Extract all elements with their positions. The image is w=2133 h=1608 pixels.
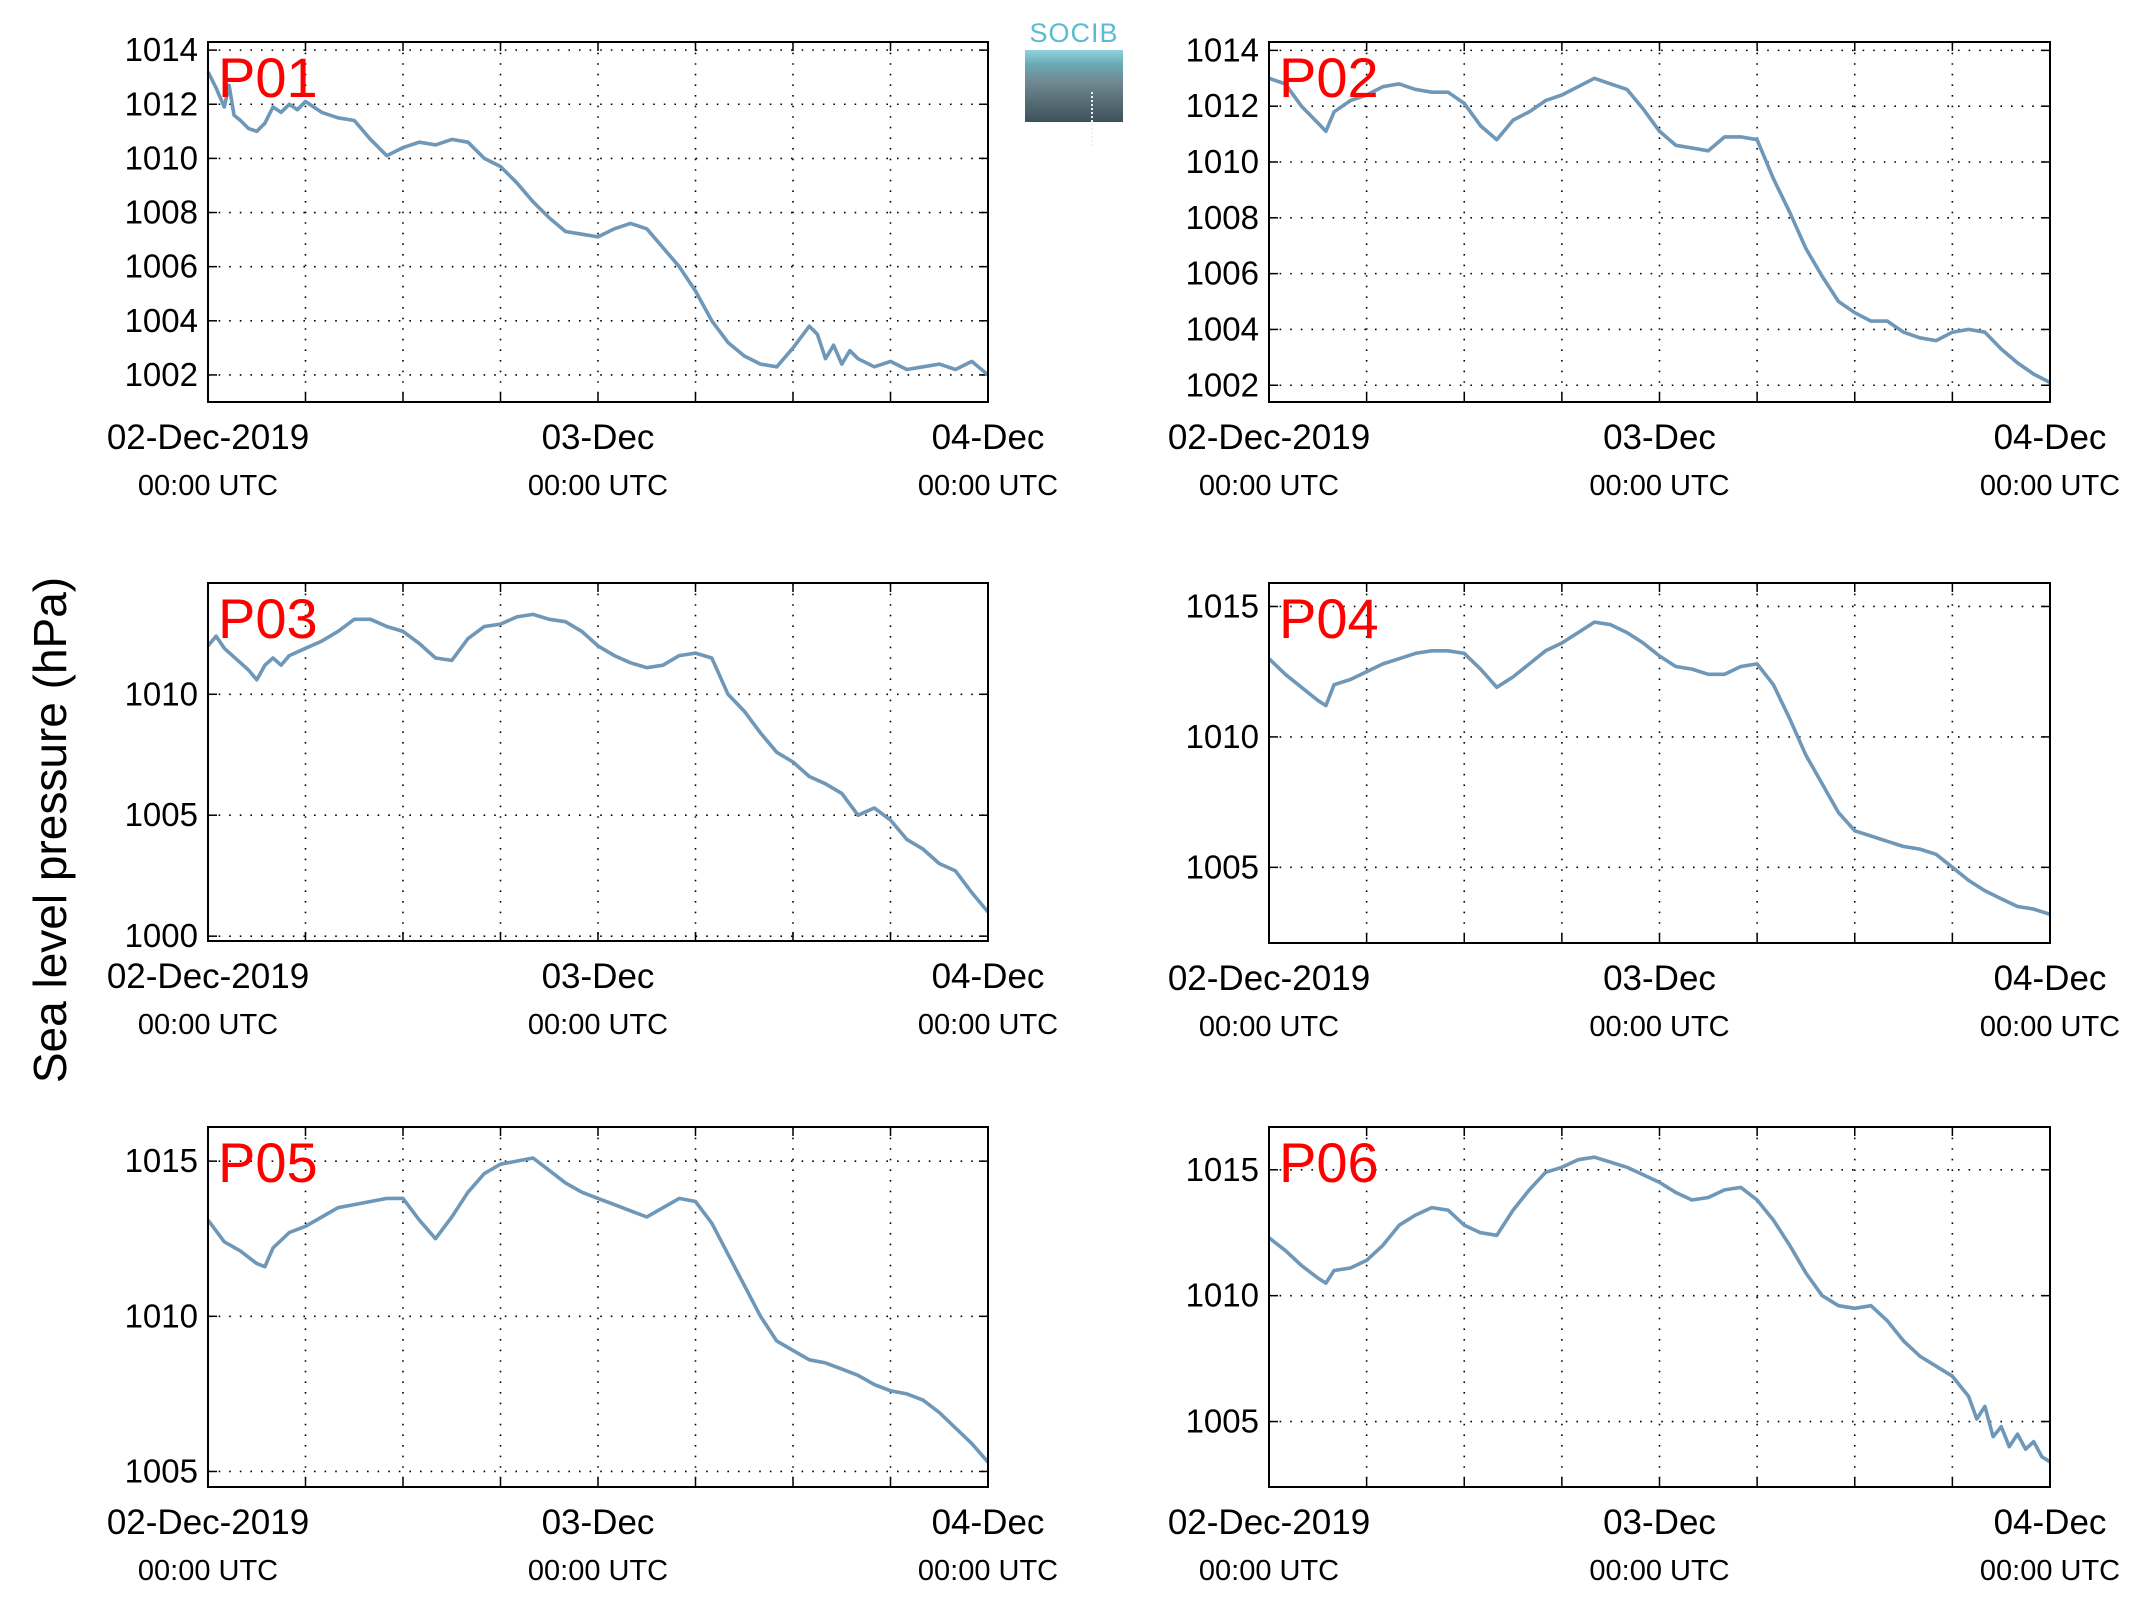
y-tick-label: 1015 — [125, 1142, 198, 1179]
series-line-P04 — [1267, 620, 2051, 917]
plot-area — [1269, 583, 2050, 943]
panel-label-P03: P03 — [218, 587, 318, 650]
series-line-P05 — [206, 1156, 990, 1464]
x-tick-label-time: 00:00 UTC — [1589, 1555, 1729, 1587]
y-tick-label: 1006 — [125, 248, 198, 285]
y-tick-label: 1015 — [1186, 587, 1259, 624]
chart-panel-P05: 1005 1010 1015 02-Dec-2019 00:00 UTC 03-Dec 00… — [107, 1126, 1058, 1587]
chart-panel-P04: 1005 1010 1015 02-Dec-2019 00:00 UTC 03-Dec 00… — [1168, 582, 2120, 1043]
socib-logo-dots — [1091, 92, 1095, 146]
x-tick-label-time: 00:00 UTC — [1980, 1011, 2120, 1043]
y-tick-label: 1012 — [125, 85, 198, 122]
x-tick-label-time: 00:00 UTC — [1199, 1555, 1339, 1587]
x-tick-label-date: 02-Dec-2019 — [107, 957, 309, 996]
y-tick-label: 1006 — [1186, 255, 1259, 292]
x-tick-label-time: 00:00 UTC — [1199, 470, 1339, 502]
y-axis-label: Sea level pressure (hPa) — [24, 577, 76, 1083]
x-tick-label-time: 00:00 UTC — [1980, 470, 2120, 502]
series-line-P01 — [206, 70, 990, 377]
y-tick-label: 1010 — [125, 139, 198, 176]
x-tick-label-date: 04-Dec — [932, 957, 1045, 996]
x-tick-label-date: 03-Dec — [1603, 418, 1716, 457]
x-tick-label-time: 00:00 UTC — [138, 1555, 278, 1587]
chart-panel-P06: 1005 1010 1015 02-Dec-2019 00:00 UTC 03-Dec 00… — [1168, 1126, 2120, 1587]
y-tick-label: 1002 — [1186, 366, 1259, 403]
x-tick-label-date: 02-Dec-2019 — [107, 418, 309, 457]
y-tick-label: 1008 — [1186, 199, 1259, 236]
y-tick-label: 1005 — [1186, 1403, 1259, 1440]
x-tick-label-date: 04-Dec — [932, 1503, 1045, 1542]
chart-panel-P03: 1000 1005 1010 02-Dec-2019 00:00 UTC 03-Dec 00… — [107, 582, 1058, 1041]
y-tick-label: 1012 — [1186, 87, 1259, 124]
x-tick-label-date: 04-Dec — [1994, 959, 2107, 998]
axes-frame — [207, 582, 989, 942]
x-tick-label-time: 00:00 UTC — [528, 1555, 668, 1587]
socib-logo: SOCIB — [1025, 18, 1123, 146]
x-tick-label-time: 00:00 UTC — [138, 1009, 278, 1041]
y-tick-label: 1005 — [125, 1452, 198, 1489]
x-tick-label-time: 00:00 UTC — [918, 470, 1058, 502]
plot-area — [208, 1127, 988, 1487]
socib-logo-text: SOCIB — [1029, 18, 1119, 48]
panel-label-P06: P06 — [1279, 1131, 1379, 1194]
x-tick-label-time: 00:00 UTC — [1980, 1555, 2120, 1587]
x-tick-label-time: 00:00 UTC — [138, 470, 278, 502]
x-tick-label-date: 02-Dec-2019 — [107, 1503, 309, 1542]
x-tick-label-date: 03-Dec — [542, 1503, 655, 1542]
x-tick-label-time: 00:00 UTC — [1199, 1011, 1339, 1043]
x-tick-label-time: 00:00 UTC — [528, 1009, 668, 1041]
y-tick-label: 1014 — [1186, 31, 1259, 68]
panel-label-P04: P04 — [1279, 587, 1379, 650]
y-tick-label: 1002 — [125, 356, 198, 393]
axes-frame — [1268, 582, 2051, 944]
y-tick-label: 1010 — [1186, 143, 1259, 180]
panel-label-P05: P05 — [218, 1131, 318, 1194]
y-tick-label: 1005 — [125, 796, 198, 833]
y-tick-label: 1010 — [1186, 1277, 1259, 1314]
y-tick-label: 1015 — [1186, 1151, 1259, 1188]
x-tick-label-date: 03-Dec — [542, 957, 655, 996]
x-tick-label-time: 00:00 UTC — [528, 470, 668, 502]
plot-area — [208, 42, 988, 402]
axes-frame — [207, 41, 989, 403]
plot-area — [1269, 42, 2050, 402]
series-line-P03 — [206, 612, 990, 914]
panel-label-P02: P02 — [1279, 46, 1379, 109]
x-tick-label-date: 03-Dec — [1603, 1503, 1716, 1542]
x-tick-label-time: 00:00 UTC — [918, 1009, 1058, 1041]
panel-label-P01: P01 — [218, 46, 318, 109]
x-tick-label-date: 04-Dec — [932, 418, 1045, 457]
x-tick-label-time: 00:00 UTC — [918, 1555, 1058, 1587]
y-tick-label: 1008 — [125, 194, 198, 231]
x-tick-label-date: 02-Dec-2019 — [1168, 418, 1370, 457]
y-tick-label: 1004 — [125, 302, 198, 339]
x-tick-label-date: 02-Dec-2019 — [1168, 959, 1370, 998]
x-tick-label-time: 00:00 UTC — [1589, 1011, 1729, 1043]
chart-panel-P02: 1002 1004 1006 1008 1010 1012 1014 02-Dec-2019 0… — [1168, 31, 2120, 502]
x-tick-label-date: 04-Dec — [1994, 1503, 2107, 1542]
x-tick-label-date: 02-Dec-2019 — [1168, 1503, 1370, 1542]
y-tick-label: 1004 — [1186, 310, 1259, 347]
plot-area — [1269, 1127, 2050, 1487]
series-line-P06 — [1267, 1155, 2051, 1464]
y-tick-label: 1014 — [125, 31, 198, 68]
axes-frame — [207, 1126, 989, 1488]
x-tick-label-date: 03-Dec — [542, 418, 655, 457]
x-tick-label-time: 00:00 UTC — [1589, 470, 1729, 502]
y-tick-label: 1005 — [1186, 848, 1259, 885]
x-tick-label-date: 04-Dec — [1994, 418, 2107, 457]
chart-panel-P01: 1002 1004 1006 1008 1010 1012 1014 02-Dec-2019 0… — [107, 31, 1058, 502]
y-tick-label: 1010 — [125, 675, 198, 712]
axes-frame — [1268, 1126, 2051, 1488]
x-tick-label-date: 03-Dec — [1603, 959, 1716, 998]
y-tick-label: 1010 — [125, 1297, 198, 1334]
y-tick-label: 1010 — [1186, 718, 1259, 755]
socib-logo-graphic — [1025, 50, 1123, 146]
axes-frame — [1268, 41, 2051, 403]
series-line-P02 — [1268, 76, 2051, 385]
y-tick-label: 1000 — [125, 917, 198, 954]
